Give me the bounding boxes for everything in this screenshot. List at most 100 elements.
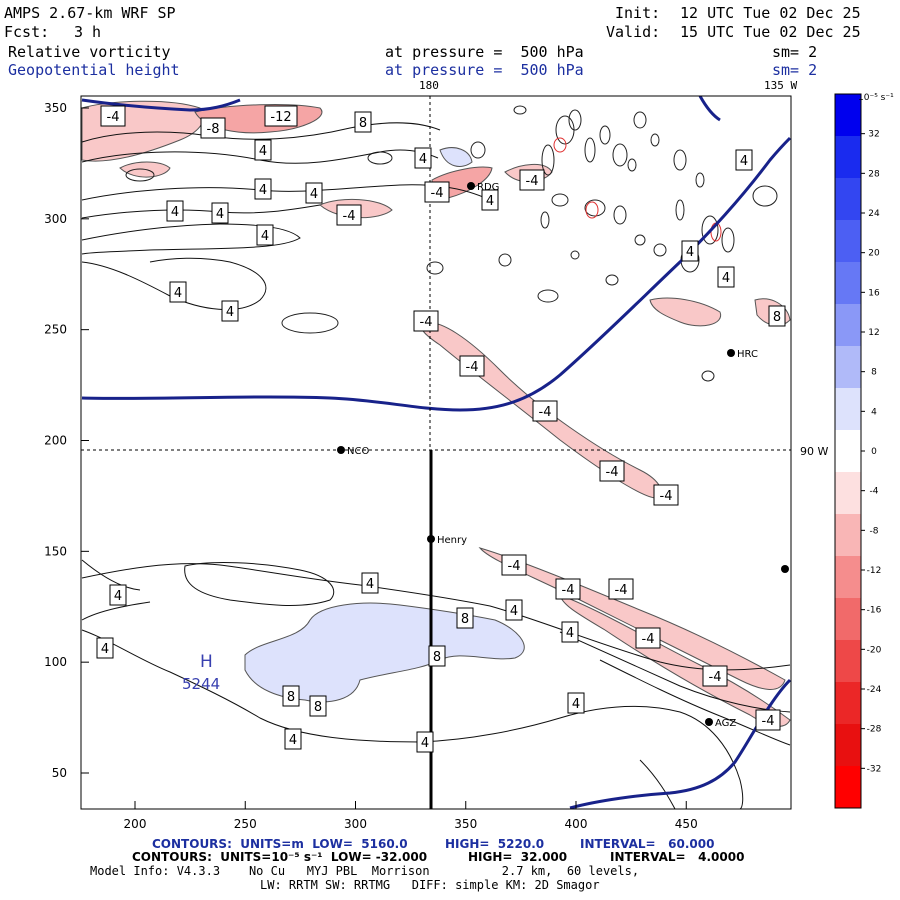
- svg-text:4: 4: [510, 604, 518, 619]
- contour-label: 4: [561, 621, 579, 643]
- y-tick-label: 200: [44, 434, 67, 448]
- colorbar-label: 20: [868, 249, 880, 259]
- fcst-value: 3 h: [74, 23, 102, 41]
- svg-text:4: 4: [419, 152, 427, 167]
- high-center-marker: H: [200, 652, 213, 672]
- svg-text:-4: -4: [709, 670, 722, 685]
- x-tick-label: 250: [234, 817, 257, 831]
- svg-text:4: 4: [289, 733, 297, 748]
- station-hrc: HRC: [727, 349, 758, 360]
- y-tick-label: 150: [44, 544, 67, 558]
- x-tick-label: 400: [565, 817, 588, 831]
- y-tick-label: 350: [44, 101, 67, 115]
- svg-text:4: 4: [740, 154, 748, 169]
- contour-label: 4: [169, 281, 187, 303]
- x-tick-label: 450: [675, 817, 698, 831]
- svg-text:4: 4: [722, 271, 730, 286]
- colorbar-swatch: [835, 640, 861, 683]
- smoothing-geopotential: sm= 2: [772, 61, 818, 79]
- contour-label: 4: [284, 728, 302, 750]
- contour-label: 4: [481, 189, 499, 211]
- footer-height-high: HIGH= 5220.0: [445, 837, 545, 851]
- station-marker: [337, 446, 345, 454]
- contour-label: 4: [414, 147, 432, 169]
- colorbar-label: -16: [867, 606, 882, 616]
- contour-label: 4: [717, 266, 735, 288]
- colorbar-label: 28: [868, 169, 880, 179]
- svg-text:-4: -4: [660, 489, 673, 504]
- colorbar-swatch: [835, 94, 861, 137]
- longitude-135w-label: 135 W: [764, 79, 798, 92]
- field-geopotential: Geopotential height: [8, 61, 180, 79]
- contour-label: 4: [416, 731, 434, 753]
- contour-label: -4: [635, 627, 661, 649]
- svg-text:-4: -4: [107, 110, 120, 125]
- svg-text:-12: -12: [270, 110, 291, 125]
- longitude-180-label: 180: [419, 79, 439, 92]
- station-marker: [467, 182, 475, 190]
- colorbar-label: 8: [871, 368, 877, 378]
- station-marker: [705, 718, 713, 726]
- svg-text:8: 8: [314, 700, 322, 715]
- valid-value: 15 UTC Tue 02 Dec 25: [680, 23, 861, 41]
- svg-text:-8: -8: [207, 122, 220, 137]
- svg-text:8: 8: [461, 612, 469, 627]
- svg-text:4: 4: [259, 183, 267, 198]
- init-value: 12 UTC Tue 02 Dec 25: [680, 4, 861, 22]
- footer-height-interval: INTERVAL= 60.000: [580, 837, 715, 851]
- pressure-geopotential: at pressure = 500 hPa: [385, 61, 584, 79]
- contour-label: -4: [653, 484, 679, 506]
- svg-text:4: 4: [261, 229, 269, 244]
- contour-label: 4: [254, 178, 272, 200]
- footer-height-contours: CONTOURS: UNITS=m LOW= 5160.0: [152, 837, 408, 851]
- footer-vorticity-high: HIGH= 32.000: [468, 850, 568, 864]
- contour-label: 8: [354, 111, 372, 133]
- colorbar-label: -24: [867, 685, 882, 695]
- station-marker: [427, 535, 435, 543]
- svg-text:-4: -4: [420, 315, 433, 330]
- colorbar-label: -8: [870, 526, 879, 536]
- contour-label: -4: [702, 665, 728, 687]
- svg-text:4: 4: [174, 286, 182, 301]
- svg-text:-4: -4: [762, 714, 775, 729]
- station-henry: Henry: [427, 535, 467, 546]
- x-tick-label: 350: [454, 817, 477, 831]
- colorbar-swatch: [835, 178, 861, 221]
- station-marker: [727, 349, 735, 357]
- contour-label: 4: [505, 599, 523, 621]
- footer-vorticity-interval: INTERVAL= 4.0000: [610, 850, 745, 864]
- contour-label: 8: [282, 685, 300, 707]
- footer-physics-info: LW: RRTM SW: RRTMG DIFF: simple KM: 2D S…: [260, 878, 600, 892]
- svg-text:8: 8: [433, 650, 441, 665]
- contour-label: -4: [555, 578, 581, 600]
- contour-label: 4: [221, 300, 239, 322]
- contour-label: -4: [608, 578, 634, 600]
- svg-text:-4: -4: [562, 583, 575, 598]
- svg-text:8: 8: [287, 690, 295, 705]
- colorbar: 32 28 24 20 16 12 8 4 0 -4 -8 -12 -16 -20 -24 -28 -32 10…: [834, 93, 894, 809]
- colorbar-swatch: [835, 766, 861, 809]
- contour-label: 4: [567, 692, 585, 714]
- colorbar-swatch: [835, 598, 861, 641]
- svg-text:4: 4: [366, 577, 374, 592]
- colorbar-swatch: [835, 136, 861, 179]
- contour-label: 4: [361, 572, 379, 594]
- longitude-90w-label: 90 W: [800, 445, 828, 458]
- contour-label: -8: [200, 117, 226, 139]
- svg-text:-4: -4: [615, 583, 628, 598]
- svg-text:-4: -4: [431, 186, 444, 201]
- svg-text:8: 8: [359, 116, 367, 131]
- svg-text:4: 4: [216, 207, 224, 222]
- contour-label: 4: [166, 200, 184, 222]
- model-title: AMPS 2.67-km WRF SP: [4, 4, 176, 22]
- y-tick-label: 300: [44, 212, 67, 226]
- contour-label: 4: [256, 224, 274, 246]
- contour-label: 8: [428, 645, 446, 667]
- svg-text:-4: -4: [466, 360, 479, 375]
- contour-label: 4: [109, 584, 127, 606]
- contour-label: -4: [424, 181, 450, 203]
- svg-text:-4: -4: [539, 405, 552, 420]
- contour-label: -4: [599, 460, 625, 482]
- station-label: AGZ: [715, 718, 736, 729]
